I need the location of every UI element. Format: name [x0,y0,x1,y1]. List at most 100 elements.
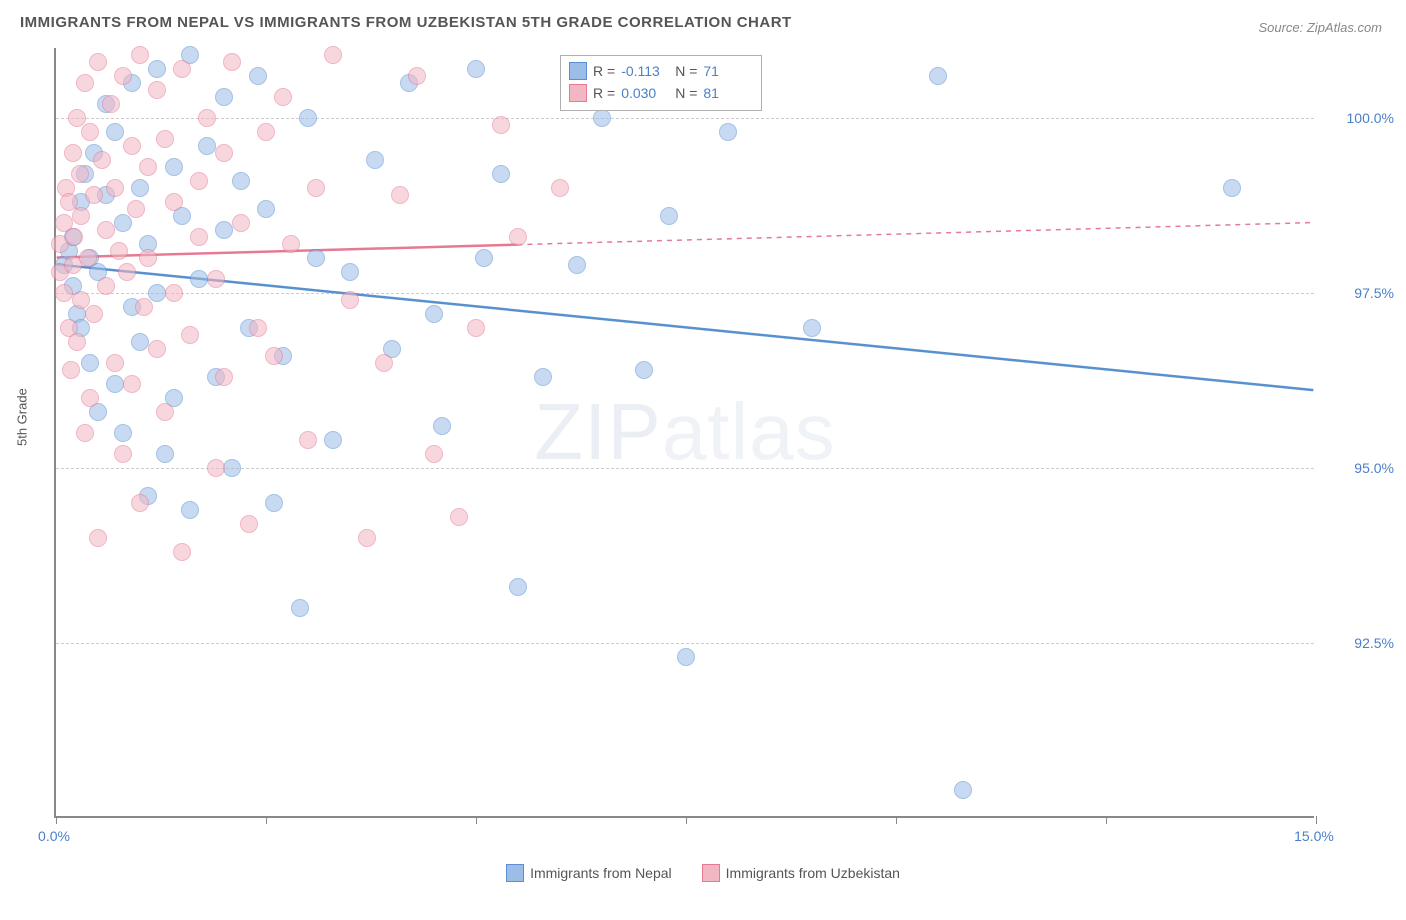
data-point [568,256,586,274]
data-point [450,508,468,526]
data-point [551,179,569,197]
data-point [85,305,103,323]
data-point [660,207,678,225]
data-point [803,319,821,337]
y-tick-label: 97.5% [1324,285,1394,301]
data-point [76,74,94,92]
data-point [509,228,527,246]
x-tick [896,816,897,824]
data-point [249,67,267,85]
data-point [274,88,292,106]
data-point [131,46,149,64]
gridline [56,643,1314,644]
chart-title: IMMIGRANTS FROM NEPAL VS IMMIGRANTS FROM… [20,14,792,31]
legend-label-uzbekistan: Immigrants from Uzbekistan [726,865,900,881]
x-tick [1106,816,1107,824]
x-tick [686,816,687,824]
data-point [198,137,216,155]
data-point [71,165,89,183]
gridline [56,293,1314,294]
x-tick-label: 0.0% [38,828,70,920]
data-point [249,319,267,337]
gridline [56,468,1314,469]
data-point [156,130,174,148]
data-point [148,284,166,302]
legend-item-nepal: Immigrants from Nepal [506,864,672,882]
data-point [1223,179,1241,197]
data-point [81,354,99,372]
data-point [341,263,359,281]
data-point [265,494,283,512]
data-point [173,543,191,561]
data-point [593,109,611,127]
n-value-uzbekistan: 81 [703,85,751,101]
watermark: ZIPatlas [534,386,835,478]
data-point [375,354,393,372]
data-point [215,221,233,239]
trend-lines [56,48,1314,816]
data-point [190,228,208,246]
gridline [56,118,1314,119]
y-tick-label: 95.0% [1324,460,1394,476]
data-point [118,263,136,281]
data-point [341,291,359,309]
data-point [127,200,145,218]
data-point [123,137,141,155]
data-point [198,109,216,127]
legend-item-uzbekistan: Immigrants from Uzbekistan [702,864,900,882]
data-point [265,347,283,365]
y-tick-label: 100.0% [1324,110,1394,126]
data-point [475,249,493,267]
data-point [55,284,73,302]
data-point [89,529,107,547]
x-tick [266,816,267,824]
legend-label-nepal: Immigrants from Nepal [530,865,672,881]
data-point [110,242,128,260]
legend-swatch-uzbekistan [702,864,720,882]
data-point [433,417,451,435]
data-point [307,249,325,267]
x-tick [56,816,57,824]
data-point [492,165,510,183]
data-point [223,53,241,71]
data-point [97,277,115,295]
data-point [76,424,94,442]
data-point [106,123,124,141]
data-point [215,368,233,386]
data-point [534,368,552,386]
data-point [181,501,199,519]
data-point [408,67,426,85]
data-point [93,151,111,169]
data-point [79,249,97,267]
data-point [929,67,947,85]
data-point [391,186,409,204]
y-tick-label: 92.5% [1324,635,1394,651]
data-point [114,214,132,232]
swatch-nepal [569,62,587,80]
data-point [156,445,174,463]
data-point [173,60,191,78]
data-point [106,354,124,372]
data-point [425,445,443,463]
source-attribution: Source: ZipAtlas.com [1258,20,1382,35]
data-point [114,424,132,442]
data-point [358,529,376,547]
data-point [299,109,317,127]
data-point [299,431,317,449]
data-point [232,214,250,232]
data-point [68,333,86,351]
data-point [492,116,510,134]
x-tick-label: 15.0% [1294,828,1334,920]
data-point [232,172,250,190]
data-point [257,123,275,141]
data-point [131,179,149,197]
data-point [215,144,233,162]
r-value-uzbekistan: 0.030 [621,85,669,101]
data-point [62,361,80,379]
data-point [72,207,90,225]
data-point [135,298,153,316]
data-point [291,599,309,617]
data-point [282,235,300,253]
y-axis-label: 5th Grade [15,388,30,446]
data-point [89,53,107,71]
